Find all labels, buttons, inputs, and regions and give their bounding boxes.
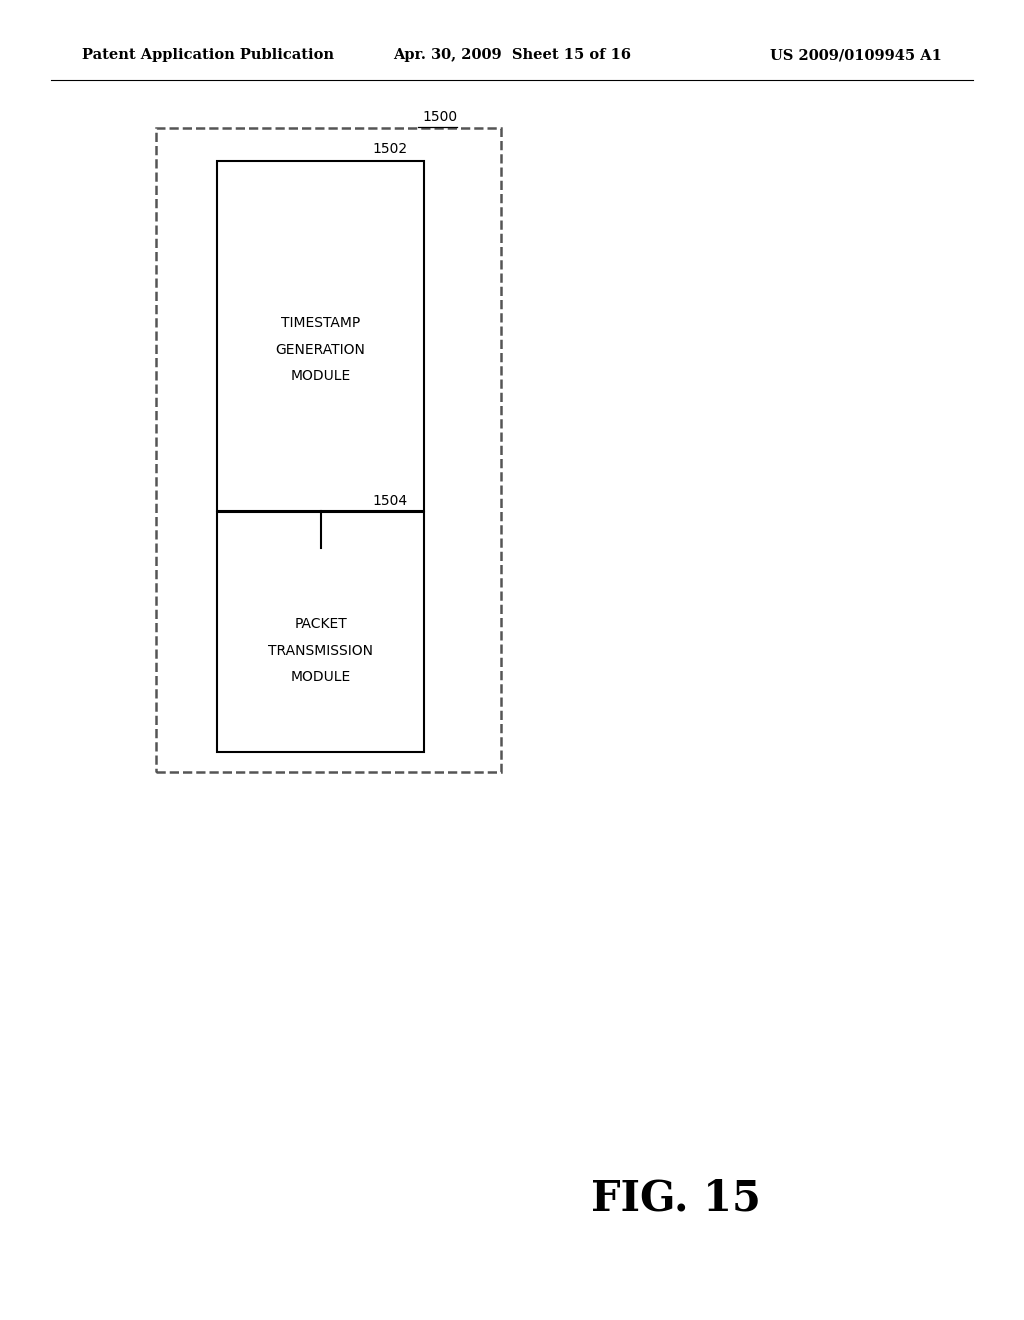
Text: TRANSMISSION: TRANSMISSION [268, 644, 373, 657]
Text: PACKET: PACKET [294, 618, 347, 631]
Bar [217, 161, 424, 511]
Text: MODULE: MODULE [291, 671, 350, 684]
Text: MODULE: MODULE [291, 370, 350, 383]
Text: 1502: 1502 [373, 141, 408, 156]
Text: TIMESTAMP: TIMESTAMP [281, 317, 360, 330]
Text: Patent Application Publication: Patent Application Publication [82, 49, 334, 62]
Bar [156, 128, 501, 772]
Text: GENERATION: GENERATION [275, 343, 366, 356]
Text: 1500: 1500 [422, 110, 457, 124]
Bar [217, 512, 424, 752]
Text: US 2009/0109945 A1: US 2009/0109945 A1 [770, 49, 942, 62]
Text: 1504: 1504 [373, 494, 408, 508]
Text: Apr. 30, 2009  Sheet 15 of 16: Apr. 30, 2009 Sheet 15 of 16 [393, 49, 631, 62]
Text: FIG. 15: FIG. 15 [591, 1177, 761, 1220]
